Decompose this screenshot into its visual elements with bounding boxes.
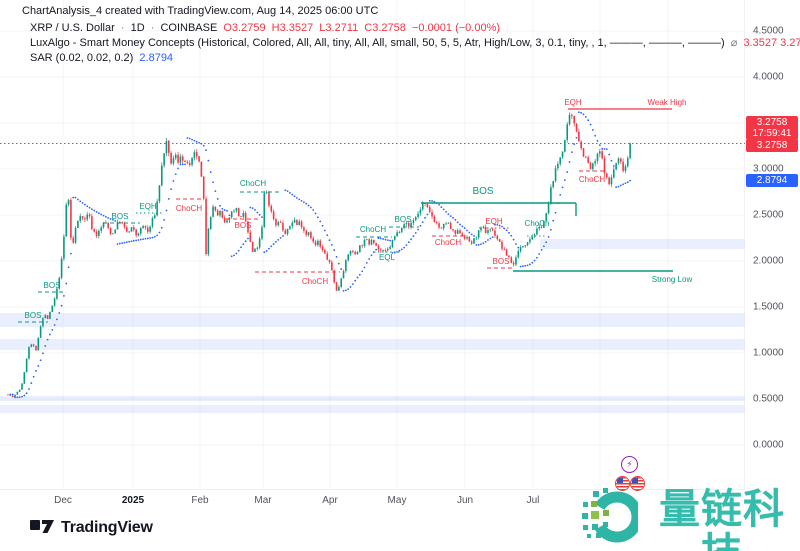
svg-text:BOS: BOS [493, 257, 510, 266]
svg-text:BOS: BOS [472, 186, 493, 197]
svg-text:Weak High: Weak High [648, 98, 687, 107]
indicator-smc-name: LuxAlgo - Smart Money Concepts (Historic… [30, 37, 725, 49]
supply-demand-zones-layer [0, 239, 745, 413]
smc-labels-layer: BOS BOS BOS EQH ChoCH ChoCH EQL BOS BOS ChoCh Stro… [25, 98, 693, 320]
svg-text:ChoCH: ChoCH [360, 225, 386, 234]
legend-indicator-row-smc[interactable]: LuxAlgo - Smart Money Concepts (Historic… [30, 36, 800, 51]
time-tick-label: Apr [322, 495, 338, 506]
time-tick-label: Dec [54, 495, 72, 506]
flag-marker-icon[interactable] [630, 476, 645, 491]
diameter-icon: ⌀ [730, 37, 738, 49]
svg-text:EQL: EQL [379, 253, 396, 262]
candles-layer [7, 112, 631, 398]
separator: · [150, 22, 155, 34]
flag-stripes [616, 477, 629, 490]
indicator-sar-name: SAR (0.02, 0.02, 0.2) [30, 52, 134, 64]
time-tick-label: Mar [254, 495, 272, 506]
indicator-sar-value: 2.8794 [139, 52, 174, 64]
price-tick-label: 2.0000 [753, 255, 784, 267]
flag-marker-icon[interactable] [615, 476, 630, 491]
flag-canton [617, 478, 623, 483]
time-tick-label: Jul [526, 495, 540, 506]
sar-price-value: 2.8794 [756, 175, 788, 186]
svg-text:ChoCH: ChoCH [579, 175, 605, 184]
legend-indicator-row-sar[interactable]: SAR (0.02, 0.02, 0.2) 2.8794 [30, 51, 800, 66]
flag-canton [632, 478, 638, 483]
indicator-price-badge: 3.2758 [746, 139, 798, 152]
sar-price-badge: 2.8794 [746, 174, 798, 187]
watermark-name: 量链科技 [659, 485, 785, 551]
price-change: −0.0001 (−0.00%) [411, 22, 501, 34]
svg-text:ChoCH: ChoCH [435, 238, 461, 247]
tradingview-logo[interactable]: TradingView [30, 517, 153, 539]
svg-text:ChoCH: ChoCH [302, 277, 328, 286]
price-tick-label: 0.5000 [753, 393, 784, 405]
time-tick-label: 2025 [121, 495, 145, 506]
smc-lines-layer [0, 108, 745, 323]
time-tick-label: Jun [456, 495, 474, 506]
svg-text:BOS: BOS [25, 311, 42, 320]
parabolic-sar-layer [9, 111, 632, 399]
svg-text:BOS: BOS [112, 212, 129, 221]
indicator-price-value: 3.2758 [756, 140, 788, 151]
timeframe: 1D [130, 22, 145, 34]
chart-title: ChartAnalysis_4 created with TradingView… [22, 5, 379, 17]
legend-symbol-row[interactable]: XRP / U.S. Dollar · 1D · COINBASE O3.275… [30, 21, 800, 36]
svg-text:Strong Low: Strong Low [652, 275, 693, 284]
svg-text:BOS: BOS [395, 215, 412, 224]
watermark: 量链科技 QFSP.NET [580, 487, 800, 551]
svg-text:BOS: BOS [235, 221, 252, 230]
price-tick-label: 4.5000 [753, 25, 784, 37]
svg-text:ChoCH: ChoCH [240, 179, 266, 188]
exchange: COINBASE [160, 22, 218, 34]
ohlc-open: O3.2759 [223, 22, 266, 34]
ohlc-high: H3.3527 [271, 22, 314, 34]
ohlc-close: C3.2758 [364, 22, 406, 34]
current-price-badge: 3.2758 17:59:41 [746, 116, 798, 140]
time-tick-label: May [387, 495, 407, 506]
price-tick-label: 2.5000 [753, 209, 784, 221]
price-tick-label: 3.0000 [753, 163, 784, 175]
tradingview-logo-icon [30, 517, 54, 539]
price-tick-label: 4.0000 [753, 71, 784, 83]
bolt-glyph: ⚡ [626, 459, 633, 470]
legend: XRP / U.S. Dollar · 1D · COINBASE O3.275… [30, 21, 800, 66]
current-price-value: 3.2758 [756, 117, 788, 128]
tradingview-logo-text: TradingView [61, 519, 153, 536]
watermark-logo-icon [580, 487, 643, 551]
separator: · [120, 22, 125, 34]
time-tick-label: Feb [191, 495, 209, 506]
svg-text:ChoCH: ChoCH [176, 204, 202, 213]
price-tick-label: 1.0000 [753, 347, 784, 359]
price-tick-label: 0.0000 [753, 439, 784, 451]
svg-text:EQH: EQH [139, 202, 157, 211]
svg-text:ChoCh: ChoCh [525, 219, 550, 228]
svg-text:BOS: BOS [44, 281, 61, 290]
ohlc-low: L3.2711 [319, 22, 359, 34]
bar-countdown: 17:59:41 [752, 128, 792, 139]
lightning-marker-icon[interactable]: ⚡ [621, 456, 638, 473]
symbol-name: XRP / U.S. Dollar [30, 22, 115, 34]
indicator-smc-values: 3.3527 3.2711 3.2758 [743, 37, 800, 49]
flag-stripes [631, 477, 644, 490]
svg-text:EQH: EQH [485, 217, 503, 226]
price-axis[interactable]: 4.50004.00003.50003.00002.50002.00001.50… [745, 0, 800, 490]
svg-text:EQH: EQH [564, 98, 582, 107]
price-tick-label: 1.5000 [753, 301, 784, 313]
